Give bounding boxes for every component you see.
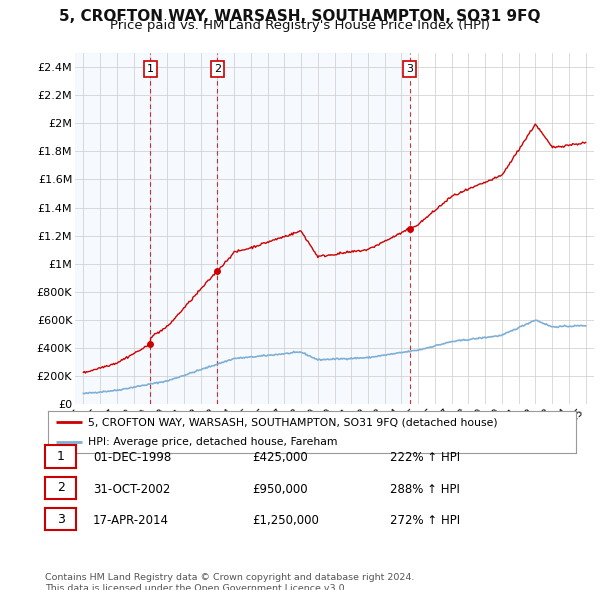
Text: 01-DEC-1998: 01-DEC-1998 bbox=[93, 451, 171, 464]
Bar bbox=[217, 53, 410, 404]
Text: 3: 3 bbox=[406, 64, 413, 74]
Bar bbox=[151, 53, 217, 404]
Text: 288% ↑ HPI: 288% ↑ HPI bbox=[390, 483, 460, 496]
Text: 1: 1 bbox=[147, 64, 154, 74]
Text: £425,000: £425,000 bbox=[252, 451, 308, 464]
Text: HPI: Average price, detached house, Fareham: HPI: Average price, detached house, Fare… bbox=[88, 437, 337, 447]
Text: 3: 3 bbox=[56, 513, 65, 526]
Text: Price paid vs. HM Land Registry's House Price Index (HPI): Price paid vs. HM Land Registry's House … bbox=[110, 19, 490, 32]
Text: 1: 1 bbox=[56, 450, 65, 463]
Text: £950,000: £950,000 bbox=[252, 483, 308, 496]
Text: 5, CROFTON WAY, WARSASH, SOUTHAMPTON, SO31 9FQ (detached house): 5, CROFTON WAY, WARSASH, SOUTHAMPTON, SO… bbox=[88, 417, 497, 427]
Text: £1,250,000: £1,250,000 bbox=[252, 514, 319, 527]
Bar bbox=[75, 53, 151, 404]
Text: Contains HM Land Registry data © Crown copyright and database right 2024.
This d: Contains HM Land Registry data © Crown c… bbox=[45, 573, 415, 590]
Text: 17-APR-2014: 17-APR-2014 bbox=[93, 514, 169, 527]
Text: 31-OCT-2002: 31-OCT-2002 bbox=[93, 483, 170, 496]
Text: 2: 2 bbox=[56, 481, 65, 494]
Text: 5, CROFTON WAY, WARSASH, SOUTHAMPTON, SO31 9FQ: 5, CROFTON WAY, WARSASH, SOUTHAMPTON, SO… bbox=[59, 9, 541, 24]
Text: 272% ↑ HPI: 272% ↑ HPI bbox=[390, 514, 460, 527]
Text: 222% ↑ HPI: 222% ↑ HPI bbox=[390, 451, 460, 464]
Text: 2: 2 bbox=[214, 64, 221, 74]
